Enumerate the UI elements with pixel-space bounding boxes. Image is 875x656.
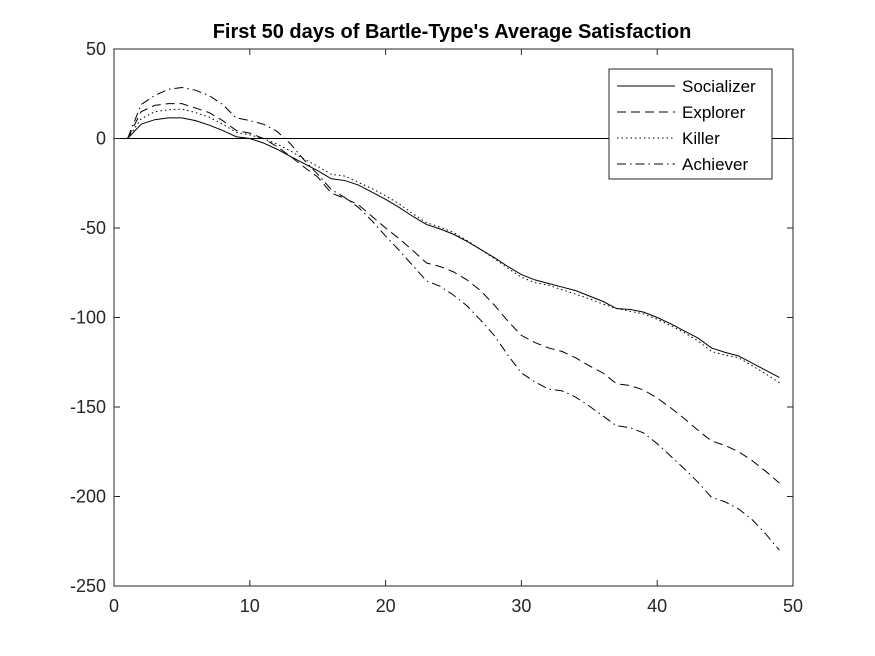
y-tick-label: -200 (70, 487, 106, 507)
legend: Socializer Explorer Killer Achiever (608, 68, 773, 180)
chart-title: First 50 days of Bartle-Type's Average S… (213, 21, 692, 43)
y-tick-label: -50 (80, 218, 106, 238)
legend-label-killer: Killer (682, 129, 720, 148)
series-line-socializer (127, 117, 780, 378)
y-tick-label: -250 (70, 576, 106, 596)
x-tick-label: 40 (647, 596, 667, 616)
x-tick-label: 10 (240, 596, 260, 616)
series-line-explorer (127, 103, 780, 484)
series-line-killer (127, 108, 780, 384)
legend-label-achiever: Achiever (682, 155, 748, 174)
series-line-achiever (127, 86, 780, 551)
legend-box (608, 68, 773, 180)
x-tick-label: 0 (109, 596, 119, 616)
y-tick-label: -100 (70, 308, 106, 328)
y-tick-label: 50 (86, 39, 106, 59)
series-lines (127, 86, 780, 551)
x-tick-label: 20 (376, 596, 396, 616)
legend-label-socializer: Socializer (682, 77, 756, 96)
legend-label-explorer: Explorer (682, 103, 746, 122)
y-tick-label: 0 (96, 129, 106, 149)
y-tick-label: -150 (70, 397, 106, 417)
x-tick-label: 50 (783, 596, 803, 616)
x-tick-label: 30 (511, 596, 531, 616)
axis-ticks: 0 10 20 30 40 50 50 0 -50 -100 -150 -200 -250 (70, 39, 803, 616)
